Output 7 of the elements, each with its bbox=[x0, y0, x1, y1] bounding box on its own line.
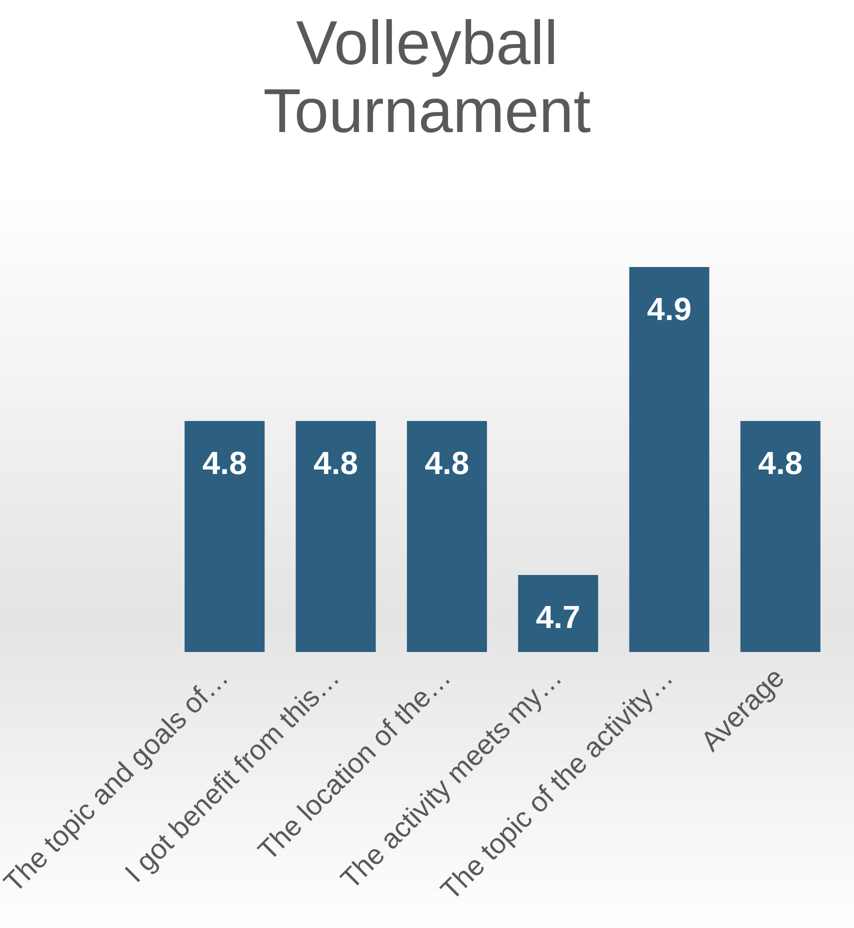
data-label: 4.8 bbox=[758, 444, 803, 481]
data-label: 4.9 bbox=[647, 290, 692, 327]
data-label: 4.8 bbox=[314, 444, 358, 481]
data-label: 4.7 bbox=[536, 598, 580, 635]
chart-title: Volleyball Tournament bbox=[262, 9, 592, 148]
data-label: 4.8 bbox=[424, 444, 470, 481]
data-label: 4.8 bbox=[202, 444, 247, 481]
